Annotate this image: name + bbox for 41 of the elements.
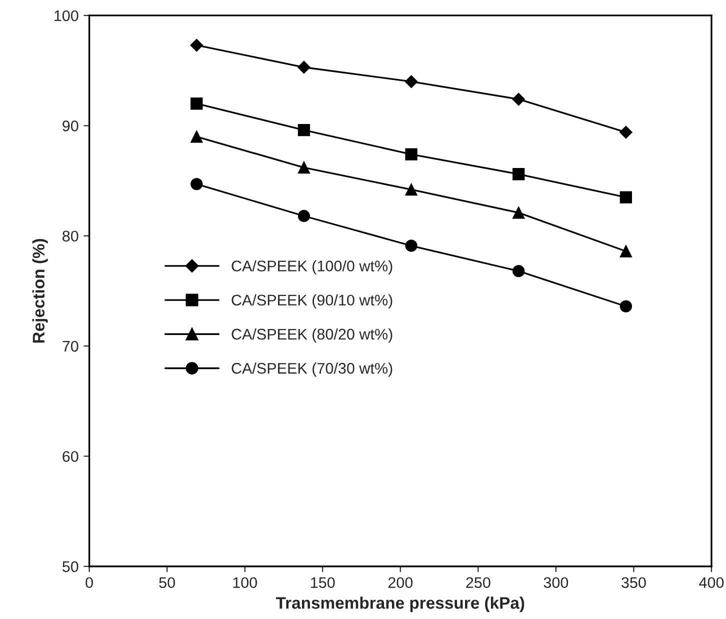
y-tick-label: 100 [54,10,78,22]
point [190,38,204,52]
point [190,98,203,110]
legend-label: CA/SPEEK (80/20 wt%) [232,328,392,343]
y-tick-label: 50 [62,561,78,572]
point [298,161,310,174]
x-tick-label: 300 [544,577,568,588]
point [298,210,310,222]
point [190,178,203,190]
point [512,168,525,180]
x-tick-label: 250 [466,577,490,588]
point [512,92,526,106]
point [405,240,418,252]
x-tick-label: 0 [86,577,93,588]
x-tick-label: 50 [159,577,175,588]
point [405,148,418,160]
legend-label: CA/SPEEK (100/0 wt%) [232,260,392,274]
x-tick-label: 200 [388,577,413,588]
point [404,75,418,88]
x-axis-title: Transmembrane pressure (kPa) [276,596,524,612]
y-tick-label: 90 [62,120,78,132]
x-tick-label: 150 [311,577,335,588]
point [620,245,632,258]
legend-label: CA/SPEEK (90/10 wt%) [232,294,392,309]
point [190,130,203,143]
point [512,265,525,278]
point [620,191,632,204]
x-tick-label: 400 [699,577,724,588]
point [405,183,418,196]
point [512,206,525,219]
y-tick-label: 60 [62,451,78,462]
legend-label: CA/SPEEK (70/30 wt%) [232,362,392,377]
y-tick-label: 80 [62,230,78,242]
point [620,300,632,312]
point [620,126,632,139]
point [298,60,310,74]
x-tick-label: 350 [622,577,646,588]
y-axis-title: Rejection (%) [32,238,48,343]
point [298,124,310,136]
x-tick-label: 100 [233,577,257,588]
y-tick-label: 70 [62,340,78,352]
